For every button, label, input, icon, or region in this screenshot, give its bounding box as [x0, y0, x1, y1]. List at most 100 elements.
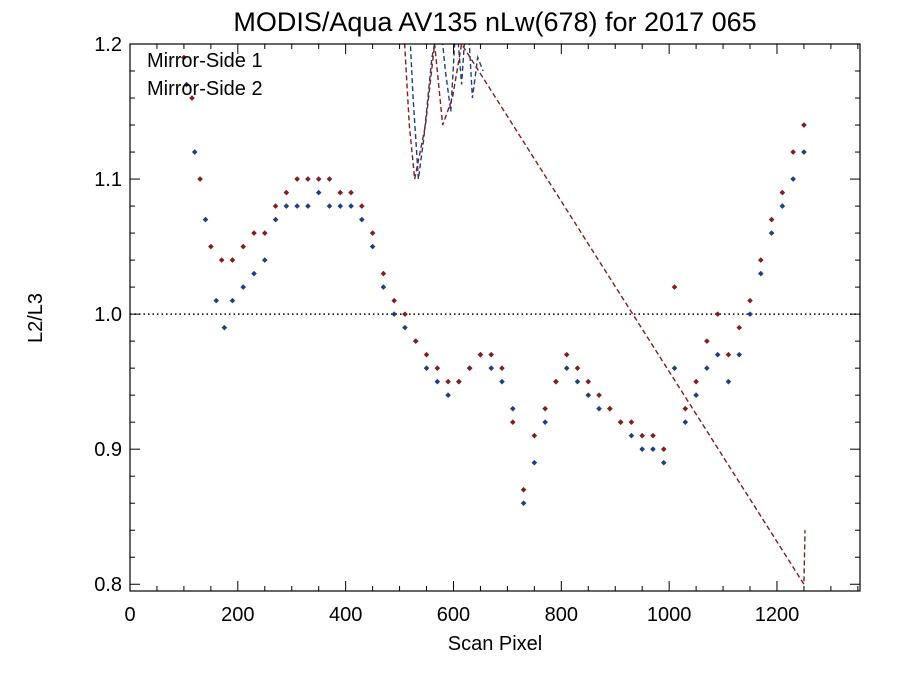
series-1-point	[520, 500, 527, 507]
series-1-point	[596, 405, 602, 412]
y-tick-label: 0.9	[94, 439, 122, 461]
series-2-point	[790, 149, 796, 155]
series-2-point	[596, 392, 602, 398]
series-2-point	[757, 257, 764, 263]
series-2-point	[423, 351, 430, 358]
series-2-point	[412, 338, 419, 344]
series-1-point	[229, 297, 236, 304]
series-1-point	[369, 243, 376, 250]
series-2-dashed-trace	[403, 44, 806, 587]
y-tick-label: 1.0	[94, 304, 122, 326]
series-1-point	[768, 230, 775, 236]
series-1-point	[757, 270, 764, 277]
series-1-point	[779, 203, 786, 209]
series-1-point	[574, 378, 581, 385]
series-1-point	[509, 405, 516, 412]
series-2-point	[391, 297, 397, 304]
series-1-point	[542, 419, 548, 425]
series-1-point	[650, 446, 656, 452]
series-2-point	[283, 189, 290, 196]
series-2-point	[189, 95, 195, 101]
series-1-point	[337, 203, 344, 209]
series-1-point	[261, 257, 268, 263]
series-2-point	[563, 351, 570, 358]
series-1-point	[747, 311, 753, 317]
series-2-point	[531, 432, 538, 439]
series-2-point	[380, 270, 387, 277]
series-1-point	[736, 351, 743, 358]
series-1-point	[251, 270, 257, 277]
series-2-point	[348, 189, 354, 196]
plot-series-layer	[130, 44, 860, 587]
series-1-point	[693, 392, 699, 398]
series-2-point	[693, 378, 699, 385]
series-1-point	[183, 81, 190, 88]
plot-frame	[129, 43, 861, 592]
y-tick-label: 1.2	[94, 34, 122, 56]
series-2-point	[197, 176, 203, 182]
y-axis-label: L2/L3	[25, 293, 47, 343]
x-tick-label: 0	[124, 604, 135, 626]
chart-title: MODIS/Aqua AV135 nLw(678) for 2017 065	[233, 7, 756, 37]
series-2-point	[714, 311, 721, 317]
series-1-point	[283, 203, 290, 209]
series-2-point	[240, 243, 247, 250]
series-1-point	[790, 176, 796, 182]
y-tick-label: 0.8	[94, 574, 122, 596]
series-2-point	[261, 230, 268, 236]
series-2-point	[229, 257, 236, 263]
series-2-point	[682, 405, 689, 412]
series-2-point	[294, 176, 300, 182]
series-2-point	[466, 365, 473, 371]
series-1-point	[380, 284, 387, 290]
series-1-point	[348, 203, 354, 209]
series-2-point	[553, 378, 559, 385]
series-2-point	[650, 432, 656, 439]
series-1-point	[531, 459, 538, 466]
series-2-point	[585, 378, 592, 385]
series-2-point	[359, 203, 365, 209]
series-2-point	[509, 419, 516, 425]
series-2-point	[747, 297, 753, 304]
series-1-point	[326, 203, 333, 209]
series-1-point	[801, 149, 807, 155]
series-2-point	[456, 378, 462, 385]
x-tick-label: 1200	[755, 604, 800, 626]
x-tick-label: 1000	[647, 604, 692, 626]
series-group-2	[181, 44, 807, 587]
x-tick-label: 800	[545, 604, 578, 626]
series-2-point	[671, 284, 678, 290]
series-2-point	[574, 365, 581, 371]
series-2-point	[445, 378, 451, 385]
series-2-point	[499, 365, 505, 371]
legend-mirror-side-1: Mirror-Side 1	[147, 50, 263, 72]
series-2-point	[607, 405, 613, 412]
series-2-point	[639, 432, 645, 439]
series-1-point	[202, 216, 209, 223]
series-2-point	[628, 419, 635, 425]
series-group-1	[183, 44, 807, 507]
series-1-point	[221, 324, 228, 331]
series-1-point	[213, 297, 220, 304]
series-2-point	[477, 351, 484, 358]
series-2-point	[251, 230, 257, 236]
x-tick-label: 400	[329, 604, 362, 626]
x-tick-label: 200	[221, 604, 254, 626]
series-1-point	[563, 365, 570, 371]
series-2-point	[181, 54, 187, 61]
series-2-point	[542, 405, 548, 412]
series-2-point	[801, 122, 807, 128]
series-1-point	[725, 378, 732, 385]
series-2-point	[768, 216, 775, 223]
series-1-point	[682, 419, 689, 425]
series-2-point	[272, 203, 279, 209]
series-2-point	[402, 311, 408, 317]
series-2-point	[617, 419, 624, 425]
series-2-point	[725, 351, 732, 358]
series-2-point	[326, 176, 333, 182]
series-2-point	[218, 257, 225, 263]
series-2-point	[337, 189, 344, 196]
series-1-point	[445, 392, 451, 398]
series-1-point	[714, 351, 721, 358]
